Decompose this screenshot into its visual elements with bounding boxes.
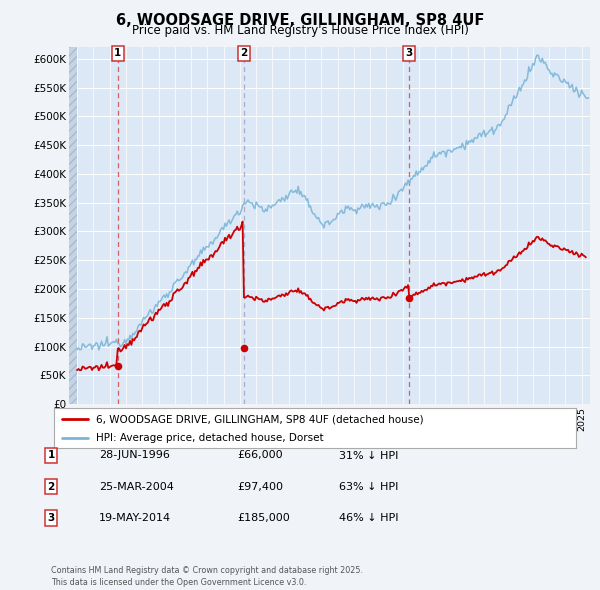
Text: Contains HM Land Registry data © Crown copyright and database right 2025.
This d: Contains HM Land Registry data © Crown c… bbox=[51, 566, 363, 587]
Text: 31% ↓ HPI: 31% ↓ HPI bbox=[339, 451, 398, 460]
Text: 1: 1 bbox=[114, 48, 121, 58]
Bar bbox=[69, 47, 77, 404]
Text: 6, WOODSAGE DRIVE, GILLINGHAM, SP8 4UF (detached house): 6, WOODSAGE DRIVE, GILLINGHAM, SP8 4UF (… bbox=[96, 414, 424, 424]
Text: 63% ↓ HPI: 63% ↓ HPI bbox=[339, 482, 398, 491]
Text: £185,000: £185,000 bbox=[237, 513, 290, 523]
Text: HPI: Average price, detached house, Dorset: HPI: Average price, detached house, Dors… bbox=[96, 432, 323, 442]
Text: 3: 3 bbox=[405, 48, 412, 58]
Text: £66,000: £66,000 bbox=[237, 451, 283, 460]
Text: 3: 3 bbox=[47, 513, 55, 523]
Text: Price paid vs. HM Land Registry's House Price Index (HPI): Price paid vs. HM Land Registry's House … bbox=[131, 24, 469, 37]
Text: 28-JUN-1996: 28-JUN-1996 bbox=[99, 451, 170, 460]
Text: 25-MAR-2004: 25-MAR-2004 bbox=[99, 482, 174, 491]
Text: 1: 1 bbox=[47, 451, 55, 460]
Text: 46% ↓ HPI: 46% ↓ HPI bbox=[339, 513, 398, 523]
Text: 6, WOODSAGE DRIVE, GILLINGHAM, SP8 4UF: 6, WOODSAGE DRIVE, GILLINGHAM, SP8 4UF bbox=[116, 13, 484, 28]
Text: 2: 2 bbox=[240, 48, 247, 58]
Text: 2: 2 bbox=[47, 482, 55, 491]
Text: £97,400: £97,400 bbox=[237, 482, 283, 491]
Text: 19-MAY-2014: 19-MAY-2014 bbox=[99, 513, 171, 523]
